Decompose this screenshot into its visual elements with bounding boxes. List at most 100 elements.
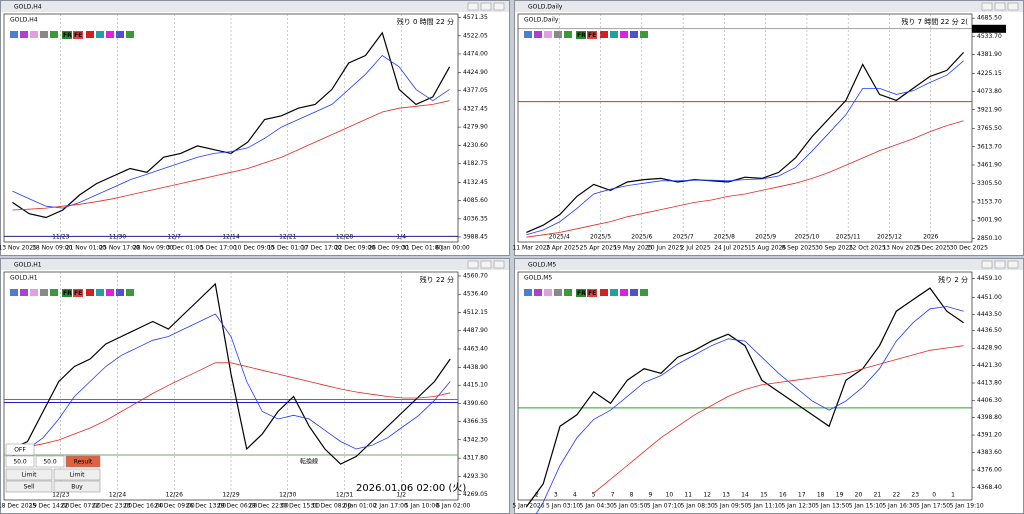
trade-button-label: Limit <box>70 472 86 479</box>
tool-icon[interactable] <box>554 31 562 38</box>
tool-icon[interactable] <box>564 289 572 296</box>
tool-icon[interactable] <box>126 289 134 296</box>
x-tick-label: 18 Nov 09:00 <box>32 245 73 252</box>
y-tick-label: 4366.35 <box>463 418 488 425</box>
tool-icon[interactable] <box>20 31 28 38</box>
trade-button[interactable] <box>53 468 101 481</box>
y-tick-label: 4132.45 <box>463 179 488 186</box>
period-label: 12/31 <box>336 492 353 499</box>
window-button[interactable] <box>467 2 479 11</box>
x-tick-label: 30 Dec 15:00 <box>280 503 321 510</box>
tool-icon[interactable] <box>640 31 648 38</box>
x-tick-label: 19 May 2025 <box>613 245 652 252</box>
tool-icon[interactable] <box>587 289 597 297</box>
tool-icon[interactable] <box>73 289 83 297</box>
tool-icon[interactable] <box>620 289 628 296</box>
y-tick-label: 4036.35 <box>463 215 488 222</box>
tool-icon[interactable] <box>524 289 532 296</box>
y-tick-label: 4685.50 <box>977 15 1002 22</box>
tool-icon[interactable] <box>600 289 608 296</box>
window-button[interactable] <box>981 2 993 11</box>
period-label: 12/24 <box>109 492 126 499</box>
trade-button[interactable] <box>5 480 53 493</box>
tool-icon[interactable] <box>62 289 72 297</box>
window-button[interactable] <box>994 260 1006 269</box>
tool-icon[interactable] <box>576 289 586 297</box>
period-label: 17 <box>798 492 806 499</box>
tool-icon[interactable] <box>50 289 58 296</box>
symbol-label: GOLD,M5 <box>524 275 552 282</box>
window-button[interactable] <box>1007 2 1019 11</box>
tool-icon[interactable] <box>96 289 104 296</box>
tool-icon[interactable] <box>610 289 618 296</box>
tool-icon[interactable] <box>10 289 18 296</box>
window-button[interactable] <box>994 2 1006 11</box>
period-label: 12/26 <box>166 492 183 499</box>
tool-icon[interactable] <box>106 31 114 38</box>
tool-icon[interactable] <box>62 31 72 39</box>
period-label: 11/23 <box>52 234 69 241</box>
tool-icon[interactable] <box>544 289 552 296</box>
window-button[interactable] <box>480 2 492 11</box>
tool-icon[interactable] <box>106 289 114 296</box>
tool-icon[interactable] <box>534 31 542 38</box>
tool-icon[interactable] <box>126 31 134 38</box>
tool-icon[interactable] <box>30 289 38 296</box>
trade-button[interactable] <box>5 443 35 456</box>
tool-icon[interactable] <box>524 31 532 38</box>
tool-icon[interactable] <box>534 289 542 296</box>
y-tick-label: 4438.90 <box>463 364 488 371</box>
y-tick-label: 4342.30 <box>463 436 488 443</box>
window-button[interactable] <box>981 260 993 269</box>
tool-icon[interactable] <box>73 31 83 39</box>
y-tick-label: 3921.90 <box>977 106 1002 113</box>
tool-icon[interactable] <box>630 31 638 38</box>
tool-icon[interactable] <box>630 289 638 296</box>
x-tick-label: 6 Jan 02:00 <box>436 503 470 510</box>
tool-label: FR <box>63 290 72 297</box>
tool-icon[interactable] <box>620 31 628 38</box>
tool-icon[interactable] <box>640 289 648 296</box>
tool-icon[interactable] <box>600 31 608 38</box>
x-tick-label: 13 Nov 2025 <box>882 245 921 252</box>
tool-icon[interactable] <box>10 31 18 38</box>
x-tick-label: 29 Dec 22:00 <box>248 503 289 510</box>
tool-icon[interactable] <box>30 31 38 38</box>
window-button[interactable] <box>467 260 479 269</box>
y-tick-label: 4415.10 <box>463 382 488 389</box>
tool-icon[interactable] <box>564 31 572 38</box>
line-annotation: 転換線 <box>300 458 318 466</box>
y-tick-label: 4398.80 <box>977 414 1002 421</box>
window-button[interactable] <box>1007 260 1019 269</box>
tool-icon[interactable] <box>116 31 124 38</box>
trade-button-label: 50.0 <box>13 459 27 466</box>
window-title: GOLD,M5 <box>528 262 556 269</box>
window-button[interactable] <box>493 2 505 11</box>
trade-button[interactable] <box>35 455 65 468</box>
window-button[interactable] <box>493 260 505 269</box>
tool-icon[interactable] <box>576 31 586 39</box>
tool-icon[interactable] <box>50 31 58 38</box>
tool-icon[interactable] <box>86 289 94 296</box>
x-tick-label: 22 Dec 07:00 <box>60 503 101 510</box>
tool-icon[interactable] <box>554 289 562 296</box>
tool-icon[interactable] <box>544 31 552 38</box>
symbol-label: GOLD,Daily <box>524 17 559 24</box>
trade-button[interactable] <box>5 468 53 481</box>
trade-button[interactable] <box>5 455 35 468</box>
tool-icon[interactable] <box>86 31 94 38</box>
tool-icon[interactable] <box>20 289 28 296</box>
moving-average <box>535 306 964 514</box>
current-price-box <box>972 24 1006 33</box>
window-button[interactable] <box>480 260 492 269</box>
tool-icon[interactable] <box>610 31 618 38</box>
trade-button[interactable] <box>65 455 101 468</box>
x-tick-label: 3 Dec 01:00 <box>167 245 204 252</box>
tool-icon[interactable] <box>40 31 48 38</box>
tool-icon[interactable] <box>116 289 124 296</box>
tool-icon[interactable] <box>40 289 48 296</box>
tool-icon[interactable] <box>587 31 597 39</box>
trade-button[interactable] <box>53 480 101 493</box>
tool-icon[interactable] <box>96 31 104 38</box>
period-label: 23 <box>911 492 919 499</box>
